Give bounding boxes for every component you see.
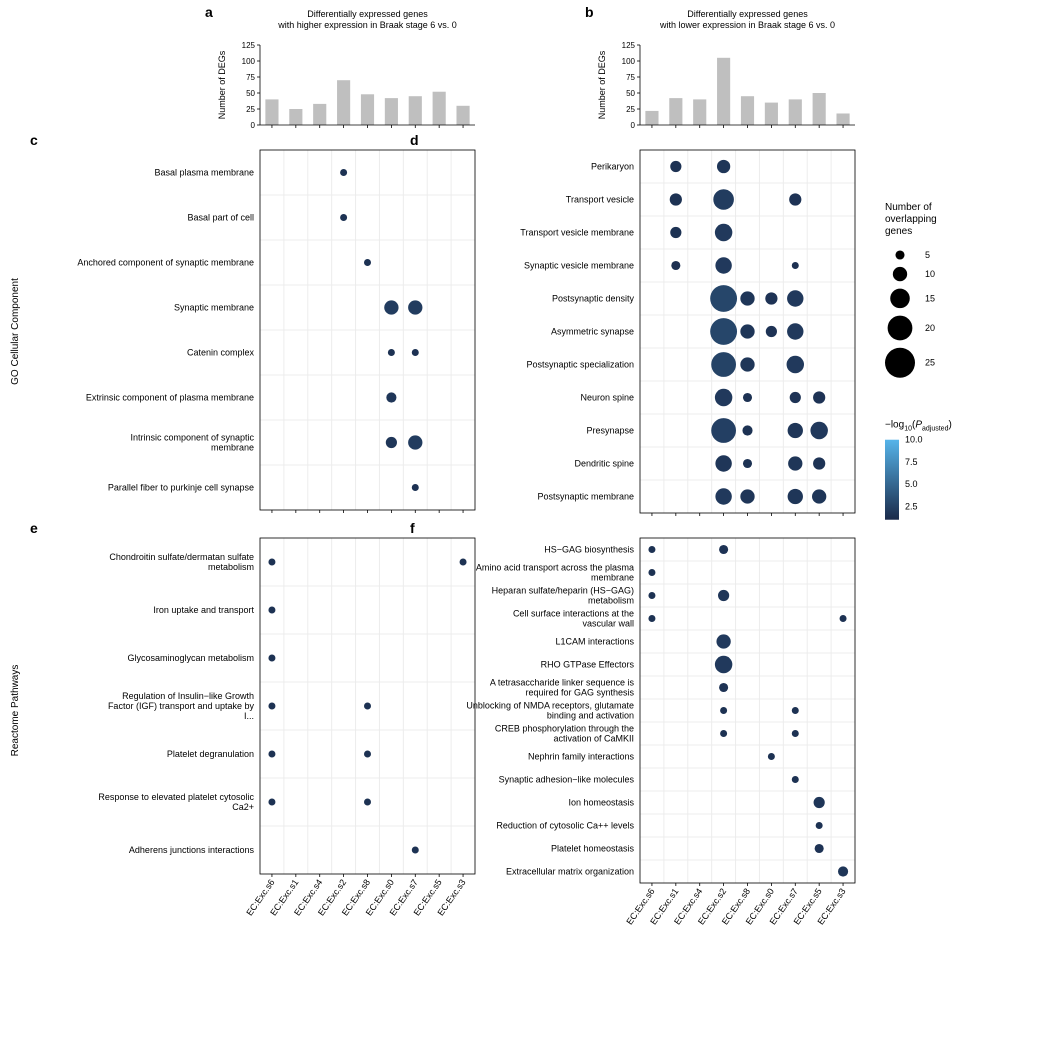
svg-text:Regulation of Insulin−like Gro: Regulation of Insulin−like GrowthFactor … [108,691,255,721]
svg-text:d: d [410,132,419,148]
svg-text:Reactome Pathways: Reactome Pathways [10,665,21,757]
svg-text:Heparan sulfate/heparin (HS−GA: Heparan sulfate/heparin (HS−GAG)metaboli… [492,586,634,606]
svg-text:10.0: 10.0 [905,435,923,445]
svg-text:0: 0 [251,121,256,130]
svg-text:Cell surface interactions at t: Cell surface interactions at thevascular… [513,609,634,629]
svg-text:10: 10 [925,269,935,279]
svg-text:Unblocking of NMDA receptors,: Unblocking of NMDA receptors, glutamateb… [466,701,634,721]
svg-text:75: 75 [626,73,635,82]
svg-text:5.0: 5.0 [905,479,918,489]
svg-text:Extrinsic component of plasma: Extrinsic component of plasma membrane [86,393,254,403]
svg-text:75: 75 [246,73,255,82]
svg-text:Number of DEGs: Number of DEGs [597,50,607,119]
svg-text:A tetrasaccharide linker seque: A tetrasaccharide linker sequence isrequ… [490,678,635,698]
svg-text:25: 25 [925,358,935,368]
svg-text:GO Cellular Component: GO Cellular Component [10,278,21,385]
svg-text:RHO GTPase Effectors: RHO GTPase Effectors [541,660,635,670]
svg-text:b: b [585,4,594,20]
svg-text:25: 25 [626,105,635,114]
svg-text:Platelet homeostasis: Platelet homeostasis [551,844,635,854]
svg-text:Number ofoverlappinggenes: Number ofoverlappinggenes [885,202,937,237]
svg-text:100: 100 [242,57,256,66]
svg-text:Adherens junctions interaction: Adherens junctions interactions [129,845,255,855]
svg-text:Extracellular matrix organizat: Extracellular matrix organization [506,867,634,877]
svg-text:Iron uptake and transport: Iron uptake and transport [153,605,254,615]
svg-text:f: f [410,520,415,536]
svg-text:Differentially expressed genes: Differentially expressed geneswith highe… [277,9,457,30]
svg-text:Differentially expressed genes: Differentially expressed geneswith lower… [659,9,835,30]
svg-text:Catenin complex: Catenin complex [187,348,255,358]
svg-text:Amino acid transport across th: Amino acid transport across the plasmame… [476,563,634,583]
svg-text:HS−GAG biosynthesis: HS−GAG biosynthesis [544,545,634,555]
svg-text:15: 15 [925,293,935,303]
svg-text:Glycosaminoglycan metabolism: Glycosaminoglycan metabolism [127,653,254,663]
svg-text:Basal plasma membrane: Basal plasma membrane [154,168,254,178]
svg-text:Postsynaptic density: Postsynaptic density [552,294,635,304]
svg-text:Response to elevated platelet: Response to elevated platelet cytosolicC… [98,792,254,812]
svg-text:Synaptic adhesion−like molecul: Synaptic adhesion−like molecules [499,775,635,785]
svg-text:Parallel fiber to purkinje cel: Parallel fiber to purkinje cell synapse [108,483,254,493]
svg-text:Synaptic vesicle membrane: Synaptic vesicle membrane [524,261,634,271]
svg-text:Anchored component of synaptic: Anchored component of synaptic membrane [77,258,254,268]
svg-text:Perikaryon: Perikaryon [591,162,634,172]
svg-text:Presynapse: Presynapse [586,426,634,436]
svg-text:125: 125 [622,41,636,50]
svg-text:25: 25 [246,105,255,114]
svg-text:Postsynaptic specialization: Postsynaptic specialization [526,360,634,370]
svg-text:Nephrin family interactions: Nephrin family interactions [528,752,635,762]
svg-text:Reduction of cytosolic Ca++ le: Reduction of cytosolic Ca++ levels [496,821,634,831]
svg-text:Basal part of cell: Basal part of cell [187,213,254,223]
svg-text:Synaptic membrane: Synaptic membrane [174,303,254,313]
svg-text:c: c [30,132,38,148]
svg-text:50: 50 [626,89,635,98]
svg-text:7.5: 7.5 [905,457,918,467]
svg-text:Platelet degranulation: Platelet degranulation [167,749,254,759]
svg-text:50: 50 [246,89,255,98]
svg-text:Transport vesicle: Transport vesicle [566,195,634,205]
svg-text:a: a [205,4,213,20]
svg-text:Neuron spine: Neuron spine [580,393,634,403]
svg-text:100: 100 [622,57,636,66]
svg-text:20: 20 [925,323,935,333]
svg-text:Chondroitin sulfate/dermatan s: Chondroitin sulfate/dermatan sulfatemeta… [109,552,254,572]
svg-text:−log10(Padjusted): −log10(Padjusted) [885,420,952,433]
svg-text:Transport vesicle membrane: Transport vesicle membrane [520,228,634,238]
svg-text:0: 0 [631,121,636,130]
svg-text:L1CAM interactions: L1CAM interactions [555,637,634,647]
svg-text:Intrinsic component of synapti: Intrinsic component of synapticmembrane [130,433,254,453]
svg-text:CREB phosphorylation through t: CREB phosphorylation through theactivati… [495,724,634,744]
svg-text:2.5: 2.5 [905,501,918,511]
svg-text:Asymmetric synapse: Asymmetric synapse [551,327,634,337]
svg-text:125: 125 [242,41,256,50]
svg-text:e: e [30,520,38,536]
svg-text:Number of DEGs: Number of DEGs [217,50,227,119]
svg-text:Postsynaptic membrane: Postsynaptic membrane [537,492,634,502]
svg-text:5: 5 [925,250,930,260]
svg-text:Ion homeostasis: Ion homeostasis [568,798,634,808]
svg-text:Dendritic spine: Dendritic spine [574,459,634,469]
